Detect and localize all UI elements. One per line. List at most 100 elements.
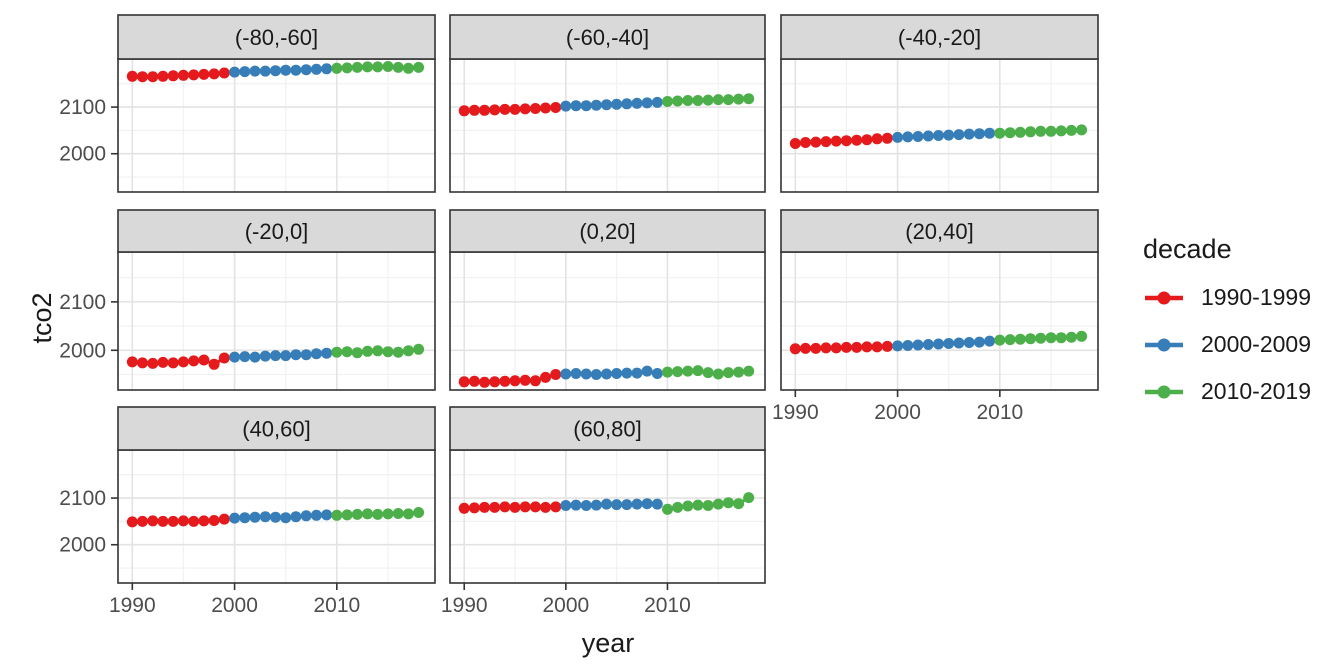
data-point [1065,331,1077,343]
data-point [270,511,281,523]
data-point [351,61,363,73]
data-point [372,61,384,73]
data-point [208,358,220,370]
legend-entry-1990-1999: 1990-1999 [1143,274,1311,321]
data-point [489,501,501,513]
data-point [892,131,904,143]
data-point [509,375,521,387]
data-point [662,503,673,515]
data-point [321,347,333,359]
data-point [1025,333,1036,345]
data-point [310,509,322,521]
data-point [902,340,914,351]
data-point [529,375,541,387]
facet-strip-label: (60,80] [573,417,642,442]
data-point [310,348,322,360]
panel-background [781,59,1098,192]
data-point [840,135,852,147]
data-point [682,365,694,377]
data-point [479,501,490,513]
data-point [892,340,904,352]
data-point [1055,125,1067,137]
data-point [1025,126,1036,138]
data-point [922,339,934,350]
data-point [413,343,425,355]
data-point [300,349,312,361]
data-point [519,374,531,386]
data-point [499,375,511,387]
data-point [800,137,811,148]
data-point [641,498,653,510]
data-point [953,337,965,349]
y-tick-label: 2000 [59,534,106,557]
data-point [382,346,394,358]
data-point [402,62,414,74]
data-point [601,498,612,510]
data-point [973,336,985,348]
panel-background [781,252,1098,390]
data-point [479,104,490,116]
data-point [341,509,353,521]
data-point [280,64,292,76]
data-point [933,130,944,141]
data-point [550,102,562,113]
data-point [943,129,955,141]
x-tick-label: 1990 [772,401,819,424]
data-point [830,135,842,147]
data-point [218,67,230,79]
data-point [662,366,673,378]
data-point [239,351,251,363]
data-point [468,104,480,116]
facet-strip [780,209,1099,253]
facet-strip [449,209,766,253]
data-point [229,66,241,78]
data-point [540,102,551,114]
data-point [840,341,852,353]
facet-strip [117,14,436,60]
data-point [270,350,281,362]
data-point [362,61,373,73]
x-tick-label: 2010 [644,594,691,617]
data-point [820,136,832,148]
data-point [290,349,302,361]
data-point [458,376,470,388]
data-point [651,498,663,510]
data-point [789,138,801,149]
panel-background [450,252,765,390]
data-point [321,509,333,521]
data-point [722,367,734,379]
facet-panel: (-60,-40] [449,14,766,193]
data-point [973,128,985,140]
legend-entry-2000-2009: 2000-2009 [1143,321,1311,368]
data-point [351,508,363,520]
data-point [188,515,200,527]
data-point [499,501,511,513]
data-point [372,345,384,357]
data-point [331,346,343,358]
data-point [362,345,373,357]
data-point [580,500,592,511]
data-point [621,499,633,511]
data-point [499,103,511,115]
facet-panel: (40,60] 2000 2100 1990 2000 2010 [59,406,436,617]
data-point [167,515,179,527]
data-point [188,69,200,81]
data-point [147,357,159,369]
data-point [963,337,975,348]
data-point [177,515,189,527]
data-point [489,104,501,116]
data-point [611,98,623,110]
data-point [177,69,189,81]
data-point [984,127,996,139]
facet-panel: (20,40] 1990 2000 2010 [772,209,1099,424]
data-point [963,128,975,140]
data-point [413,61,425,73]
data-point [249,65,261,77]
data-point [1035,125,1047,137]
data-point [912,131,924,142]
data-point [621,98,633,110]
data-point [540,371,551,383]
data-point [743,365,755,377]
data-point [702,94,714,106]
